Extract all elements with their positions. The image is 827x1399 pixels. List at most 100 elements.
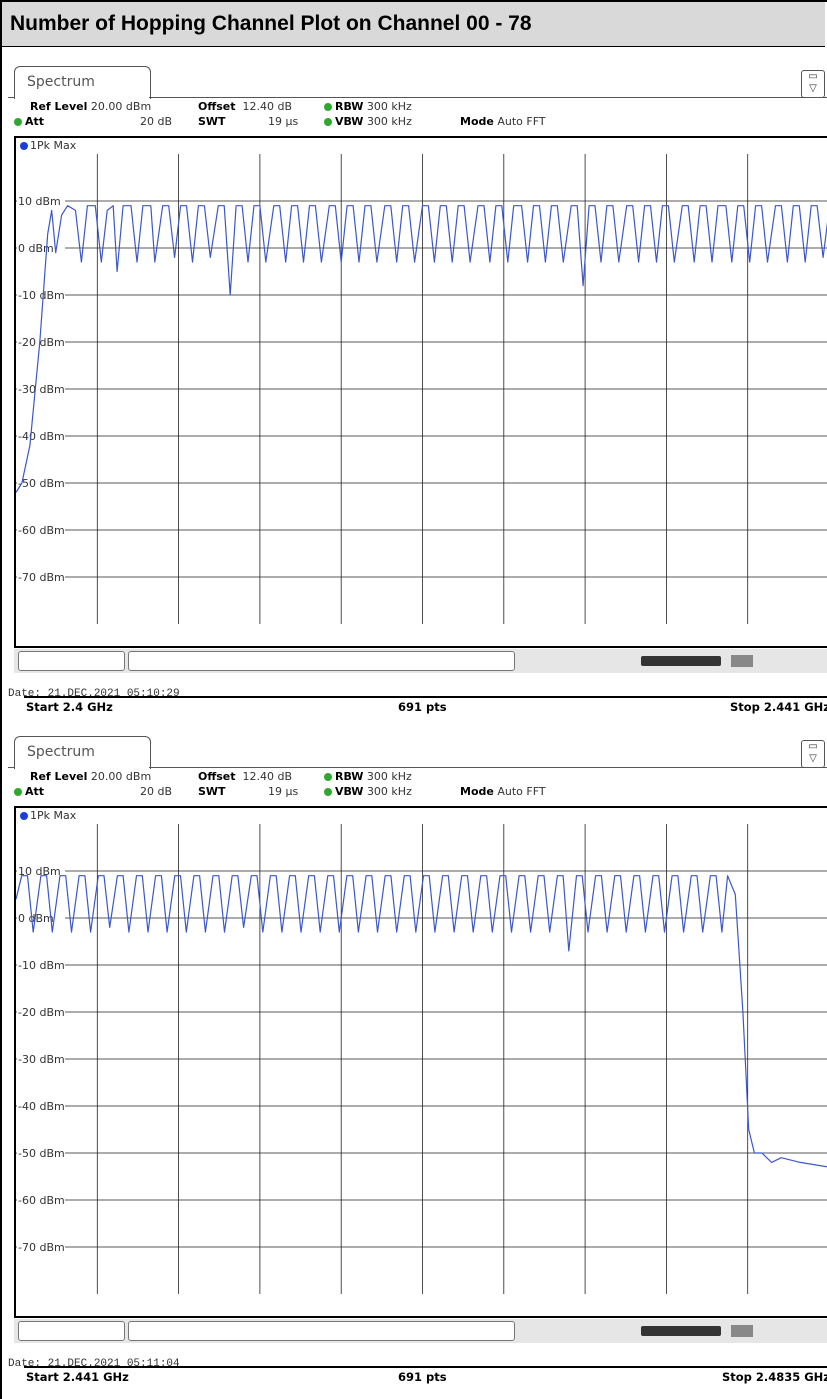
status-dot-icon: [324, 118, 332, 126]
spectrum-chart-1: 10 dBm 0 dBm -10 dBm -20 dBm -30 dBm -40 dBm -…: [16, 154, 827, 624]
y-tick-label: -60 dBm: [18, 1194, 65, 1207]
status-dot-icon: [14, 788, 22, 796]
measurement-params: Ref Level 20.00 dBm Att 20 dB Offset 12.…: [14, 769, 827, 805]
mode-param: Mode Auto FFT: [460, 785, 546, 798]
stop-frequency: Stop 2.441 GHz: [729, 700, 827, 714]
status-box: [18, 1321, 125, 1341]
tick-label-background: [17, 240, 65, 254]
menu-icon[interactable]: ▭ ▽: [801, 70, 825, 98]
trace-dot-icon: [20, 142, 28, 150]
status-icon: [731, 655, 753, 667]
spectrum-screen-1: Spectrum ▭ ▽ Ref Level 20.00 dBm Att 20 d…: [8, 66, 827, 716]
y-tick-label: -20 dBm: [18, 336, 65, 349]
title-bar: Number of Hopping Channel Plot on Channe…: [2, 2, 825, 47]
y-tick-label: -30 dBm: [18, 383, 65, 396]
offset-param: Offset 12.40 dB: [198, 770, 293, 783]
status-message-box: [128, 651, 515, 671]
y-tick-label: -50 dBm: [18, 477, 65, 490]
tick-label-background: [17, 1145, 65, 1159]
trace-label: 1Pk Max: [20, 139, 76, 152]
tick-label-background: [17, 428, 65, 442]
trace-line: [16, 205, 827, 493]
y-tick-label: 10 dBm: [18, 865, 61, 878]
rbw-param: RBW 300 kHz: [324, 100, 412, 113]
tick-label-background: [17, 1004, 65, 1018]
tick-label-background: [17, 522, 65, 536]
progress-bar: [641, 656, 721, 666]
y-tick-label: -70 dBm: [18, 1241, 65, 1254]
tick-label-background: [17, 569, 65, 583]
tick-label-background: [17, 381, 65, 395]
status-dot-icon: [324, 773, 332, 781]
points-count: 691 pts: [398, 1370, 447, 1384]
y-tick-label: -10 dBm: [18, 959, 65, 972]
tick-label-background: [17, 287, 65, 301]
tick-label-background: [17, 1051, 65, 1065]
swt-value: 19 µs: [268, 785, 299, 798]
tick-label-background: [17, 1098, 65, 1112]
points-count: 691 pts: [398, 700, 447, 714]
tick-label-background: [17, 863, 65, 877]
swt-label: SWT: [198, 785, 226, 798]
plot-area[interactable]: 10 dBm 0 dBm -10 dBm -20 dBm -30 dBm -40 dBm -…: [14, 806, 827, 1384]
y-tick-label: -70 dBm: [18, 571, 65, 584]
tab-spectrum[interactable]: Spectrum: [14, 736, 151, 769]
tab-label: Spectrum: [27, 744, 95, 760]
vbw-param: VBW 300 kHz: [324, 785, 412, 798]
timestamp: Date: 21.DEC.2021 05:11:04: [8, 1358, 180, 1370]
y-tick-label: 10 dBm: [18, 195, 61, 208]
att-value: 20 dB: [140, 785, 173, 798]
swt-value: 19 µs: [268, 115, 299, 128]
y-tick-label: -50 dBm: [18, 1147, 65, 1160]
tick-label-background: [17, 475, 65, 489]
status-dot-icon: [14, 118, 22, 126]
att-param: Att: [14, 785, 44, 798]
page-title: Number of Hopping Channel Plot on Channe…: [10, 12, 532, 35]
y-tick-label: -30 dBm: [18, 1053, 65, 1066]
tick-label-background: [17, 957, 65, 971]
status-box: [18, 651, 125, 671]
tick-label-background: [17, 193, 65, 207]
tab-divider: [8, 97, 14, 98]
tab-divider: [8, 767, 14, 768]
ref-level-param: Ref Level 20.00 dBm: [30, 770, 152, 783]
ref-level-param: Ref Level 20.00 dBm: [30, 100, 152, 113]
menu-icon[interactable]: ▭ ▽: [801, 740, 825, 768]
att-value: 20 dB: [140, 115, 173, 128]
y-tick-label: -20 dBm: [18, 1006, 65, 1019]
tick-label-background: [17, 910, 65, 924]
spectrum-screen-2: Spectrum ▭ ▽ Ref Level 20.00 dBm Att 20 d…: [8, 736, 827, 1386]
frequency-footer: Start 2.441 GHz 691 pts Stop 2.4835 GHz: [24, 1366, 827, 1386]
trace-label: 1Pk Max: [20, 809, 76, 822]
spectrum-chart-2: 10 dBm 0 dBm -10 dBm -20 dBm -30 dBm -40 dBm -…: [16, 824, 827, 1294]
y-tick-label: 0 dBm: [18, 912, 54, 925]
timestamp: Date: 21.DEC.2021 05:10:29: [8, 688, 180, 700]
mode-param: Mode Auto FFT: [460, 115, 546, 128]
status-dot-icon: [324, 788, 332, 796]
status-icon: [731, 1325, 753, 1337]
start-frequency: Start 2.4 GHz: [26, 700, 113, 714]
measurement-params: Ref Level 20.00 dBm Att 20 dB Offset 12.…: [14, 99, 827, 135]
offset-param: Offset 12.40 dB: [198, 100, 293, 113]
status-message-box: [128, 1321, 515, 1341]
tick-label-background: [17, 1192, 65, 1206]
y-tick-label: -40 dBm: [18, 430, 65, 443]
frequency-footer: Start 2.4 GHz 691 pts Stop 2.441 GHz: [24, 696, 827, 716]
tab-spectrum[interactable]: Spectrum: [14, 66, 151, 99]
rbw-param: RBW 300 kHz: [324, 770, 412, 783]
plot-area[interactable]: 10 dBm 0 dBm -10 dBm -20 dBm -30 dBm -40 dBm -…: [14, 136, 827, 714]
att-param: Att: [14, 115, 44, 128]
tick-label-background: [17, 334, 65, 348]
stop-frequency: Stop 2.4835 GHz: [721, 1370, 827, 1384]
y-tick-label: -40 dBm: [18, 1100, 65, 1113]
tab-label: Spectrum: [27, 74, 95, 90]
tick-label-background: [17, 1239, 65, 1253]
status-bar: [14, 649, 827, 673]
tab-divider: [149, 767, 827, 768]
progress-bar: [641, 1326, 721, 1336]
vbw-param: VBW 300 kHz: [324, 115, 412, 128]
trace-dot-icon: [20, 812, 28, 820]
status-bar: [14, 1319, 827, 1343]
y-tick-label: 0 dBm: [18, 242, 54, 255]
